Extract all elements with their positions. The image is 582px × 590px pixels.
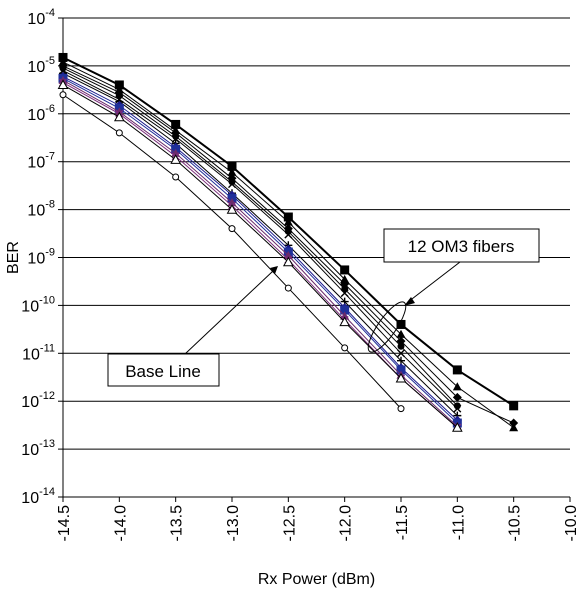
- data-point: [283, 212, 293, 222]
- x-tick-label: -10.0: [563, 505, 580, 542]
- data-point: [341, 344, 349, 352]
- y-tick-label: 10-8: [27, 199, 55, 220]
- series-line: [62, 77, 458, 424]
- y-tick-label: 10-12: [21, 390, 55, 411]
- data-point: [340, 265, 350, 275]
- data-point: [172, 173, 180, 181]
- y-tick-label: 10-5: [27, 55, 55, 76]
- data-point: [228, 180, 236, 189]
- data-point: [227, 167, 237, 176]
- baseline-arrow-head: [270, 266, 278, 274]
- data-point: [397, 349, 405, 358]
- annotation-layer: 12 OM3 fibers Base Line: [107, 228, 540, 387]
- data-point: [509, 401, 519, 411]
- baseline-label: Base Line: [125, 362, 201, 381]
- data-point: [113, 111, 125, 122]
- x-tick-label: -10.5: [507, 505, 524, 542]
- series-layer: [57, 52, 519, 432]
- x-axis-title: Rx Power (dBm): [258, 571, 375, 588]
- data-point: [453, 404, 462, 413]
- series-12: [59, 91, 405, 413]
- data-point: [451, 422, 463, 432]
- y-tick-label: 10-6: [27, 103, 55, 124]
- series-11: [57, 79, 463, 432]
- data-point: [509, 418, 519, 428]
- data-point: [396, 319, 406, 329]
- data-point: [397, 342, 405, 350]
- baseline-label-box: [107, 353, 220, 387]
- data-point: [340, 305, 350, 315]
- y-axis-title: BER: [5, 241, 22, 274]
- data-point: [170, 154, 182, 164]
- series-line: [62, 76, 458, 421]
- data-point: [395, 372, 407, 383]
- x-tick-label: -14.5: [56, 505, 73, 542]
- data-point: [340, 274, 350, 283]
- data-point: [284, 284, 292, 292]
- x-tick-label: -11.0: [450, 505, 467, 540]
- fiber-arrow-line: [407, 261, 461, 303]
- data-point: [226, 204, 238, 214]
- data-point: [397, 405, 405, 413]
- data-point: [452, 382, 462, 391]
- series-line: [62, 70, 458, 409]
- fiber-label-box: [383, 228, 540, 263]
- x-tick-labels: -14.5 -14.0 -13.5 -13.0 -12.5 -12.0 -11.5 -11.0…: [56, 505, 580, 542]
- x-tick-label: -12.5: [281, 505, 298, 542]
- x-tick-label: -13.5: [169, 505, 186, 542]
- fiber-group-ellipse: [367, 301, 407, 353]
- data-point: [115, 129, 123, 137]
- y-tick-label: 10-9: [27, 247, 55, 268]
- y-tick-label: 10-13: [21, 438, 55, 459]
- data-point: [114, 107, 124, 116]
- data-point: [114, 80, 124, 90]
- y-tick-labels: 10-4 10-5 10-6 10-7 10-8 10-9 10-10 10-11 10-12 1…: [21, 7, 55, 507]
- x-tick-label: -14.0: [112, 505, 129, 542]
- data-point: [452, 365, 462, 375]
- data-point: [228, 225, 236, 233]
- series-line: [62, 84, 458, 429]
- series-line: [62, 79, 458, 427]
- series-1: [58, 52, 519, 411]
- data-point: [57, 79, 69, 90]
- data-point: [171, 119, 181, 129]
- data-point: [396, 365, 406, 375]
- fiber-arrow-head: [404, 297, 415, 306]
- data-point: [282, 256, 294, 267]
- data-point: [283, 217, 293, 226]
- data-point: [339, 316, 351, 327]
- x-tick-label: -11.5: [394, 505, 411, 540]
- data-point: [396, 329, 406, 338]
- y-tick-label: 10-10: [21, 294, 55, 315]
- x-tick-label: -13.0: [225, 505, 242, 542]
- data-point: [59, 64, 67, 72]
- x-tick-label: -12.0: [338, 505, 355, 542]
- data-point: [284, 230, 293, 239]
- y-tick-label: 10-14: [21, 486, 55, 507]
- data-point: [228, 178, 236, 186]
- data-point: [58, 52, 68, 62]
- y-tick-label: 10-7: [27, 151, 55, 172]
- y-tick-label: 10-4: [27, 7, 55, 28]
- fiber-label: 12 OM3 fibers: [408, 237, 515, 256]
- data-point: [59, 91, 67, 99]
- data-point: [227, 161, 237, 171]
- series-line: [62, 72, 458, 416]
- baseline-arrow-line: [184, 270, 274, 355]
- series-5: [59, 66, 462, 413]
- y-tick-label: 10-11: [22, 342, 55, 363]
- data-point: [340, 289, 349, 298]
- data-point: [452, 392, 462, 402]
